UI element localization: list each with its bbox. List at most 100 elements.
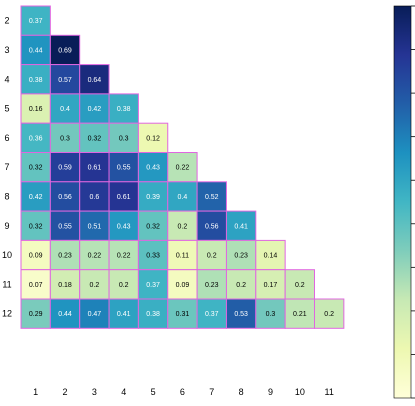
heatmap-cell — [108, 269, 139, 300]
heatmap-cell — [20, 181, 51, 212]
x-tick-label: 7 — [209, 387, 214, 397]
cell-value-label: 0.43 — [117, 223, 131, 230]
heatmap-cell — [167, 181, 198, 212]
cell-value-label: 0.07 — [29, 282, 43, 289]
heatmap-cell — [255, 239, 286, 271]
cell-value-label: 0.39 — [146, 194, 160, 201]
cell-value-label: 0.56 — [205, 223, 219, 230]
cell-value-label: 0.17 — [264, 282, 278, 289]
cell-value-label: 0.32 — [88, 135, 102, 142]
x-tick-label: 3 — [92, 387, 97, 397]
cell-value-label: 0.37 — [205, 311, 219, 318]
y-tick-label: 4 — [4, 74, 9, 84]
cell-value-label: 0.3 — [266, 311, 276, 318]
cell-value-label: 0.2 — [295, 282, 305, 289]
cell-value-label: 0.42 — [88, 106, 102, 113]
cell-value-label: 0.23 — [58, 253, 72, 260]
cell-value-label: 0.23 — [205, 282, 219, 289]
cell-value-label: 0.55 — [117, 165, 131, 172]
x-tick-label: 9 — [268, 387, 273, 397]
cell-value-label: 0.53 — [234, 311, 248, 318]
cell-value-label: 0.38 — [146, 311, 160, 318]
cell-value-label: 0.32 — [29, 223, 43, 230]
heatmap-cell — [49, 152, 81, 183]
heatmap-cell — [225, 269, 257, 300]
cell-value-label: 0.22 — [88, 253, 102, 260]
cell-value-label: 0.61 — [88, 165, 102, 172]
cell-value-label: 0.2 — [119, 282, 129, 289]
cell-value-label: 0.21 — [293, 311, 307, 318]
x-axis-ticks: 1 2 3 4 5 6 7 8 9 10 11 — [33, 387, 334, 397]
y-axis-ticks: 2 3 4 5 6 7 8 9 10 11 12 — [2, 16, 12, 319]
cell-value-label: 0.32 — [29, 165, 43, 172]
x-tick-label: 11 — [325, 387, 334, 397]
y-tick-label: 5 — [4, 104, 9, 114]
cell-value-label: 0.22 — [176, 165, 190, 172]
x-tick-label: 5 — [151, 387, 156, 397]
x-tick-label: 2 — [63, 387, 68, 397]
y-tick-label: 7 — [4, 162, 9, 172]
heatmap-cell — [108, 298, 139, 329]
heatmap-cell — [255, 298, 286, 329]
heatmap-cell — [196, 298, 227, 329]
cell-value-label: 0.16 — [29, 106, 43, 113]
heatmap-cells: 0.37 0.44 0.69 0.38 0.57 0.64 0.16 0.4 0.42 0.38 0… — [20, 5, 345, 329]
cell-value-label: 0.29 — [29, 311, 43, 318]
heatmap-cell — [167, 152, 198, 183]
colorbar-gradient — [393, 5, 412, 399]
cell-value-label: 0.69 — [58, 47, 72, 54]
y-tick-label: 11 — [2, 279, 11, 289]
heatmap-cell — [49, 298, 81, 329]
cell-value-label: 0.56 — [58, 194, 72, 201]
heatmap-cell — [20, 152, 51, 183]
cell-value-label: 0.2 — [324, 311, 334, 318]
y-tick-label: 3 — [4, 45, 9, 55]
heatmap-cell — [20, 298, 51, 329]
x-tick-label: 6 — [180, 387, 185, 397]
heatmap-cell — [108, 152, 139, 183]
y-tick-label: 9 — [4, 221, 9, 231]
cell-value-label: 0.51 — [88, 223, 102, 230]
cell-value-label: 0.59 — [58, 165, 72, 172]
x-tick-label: 10 — [295, 387, 305, 397]
colorbar: 0.040.110.180.250.330.40.470.540.620.69 — [393, 5, 415, 399]
cell-value-label: 0.43 — [146, 165, 160, 172]
heatmap-cell — [255, 269, 286, 300]
heatmap-cell — [137, 298, 169, 329]
cell-value-label: 0.3 — [60, 135, 70, 142]
heatmap-cell — [20, 210, 51, 241]
cell-value-label: 0.2 — [90, 282, 100, 289]
cell-value-label: 0.44 — [29, 47, 43, 54]
y-tick-label: 8 — [4, 191, 9, 201]
cell-value-label: 0.09 — [29, 253, 43, 260]
heatmap-cell — [49, 269, 81, 300]
heatmap-cell — [79, 64, 110, 95]
cell-value-label: 0.41 — [117, 311, 131, 318]
heatmap-cell — [137, 269, 169, 300]
heatmap-cell — [314, 298, 345, 329]
y-tick-label: 12 — [2, 309, 12, 319]
cell-value-label: 0.31 — [176, 311, 190, 318]
cell-value-label: 0.52 — [205, 194, 219, 201]
cell-value-label: 0.11 — [176, 253, 189, 260]
y-tick-label: 2 — [4, 16, 9, 26]
cell-value-label: 0.14 — [264, 253, 278, 260]
cell-value-label: 0.4 — [178, 194, 188, 201]
heatmap-cell — [20, 239, 51, 271]
cell-value-label: 0.12 — [146, 135, 160, 142]
heatmap-cell — [79, 269, 110, 300]
heatmap-cell — [79, 210, 110, 241]
heatmap-cell — [137, 152, 169, 183]
cell-value-label: 0.36 — [29, 135, 43, 142]
heatmap-cell — [49, 93, 81, 124]
x-tick-label: 8 — [239, 387, 244, 397]
cell-value-label: 0.47 — [88, 311, 102, 318]
cell-value-label: 0.55 — [58, 223, 72, 230]
cell-value-label: 0.2 — [178, 223, 188, 230]
cell-value-label: 0.23 — [234, 253, 248, 260]
cell-value-label: 0.4 — [60, 106, 70, 113]
cell-value-label: 0.37 — [29, 18, 43, 25]
cell-value-label: 0.6 — [90, 194, 100, 201]
heatmap-cell — [225, 210, 257, 241]
